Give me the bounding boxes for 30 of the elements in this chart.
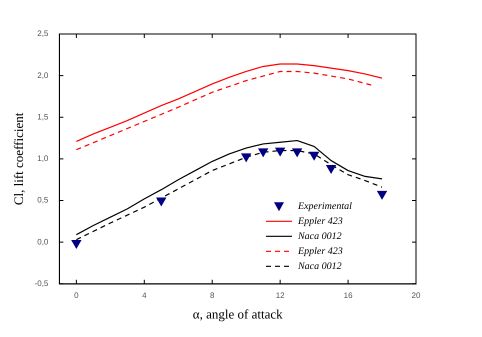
y-tick-label: 0,5 xyxy=(37,196,49,205)
y-axis-title: Cl, lift coefficient xyxy=(11,112,26,206)
x-tick-label: 20 xyxy=(412,290,421,300)
x-axis-title: α, angle of attack xyxy=(192,306,284,322)
point xyxy=(156,198,166,206)
point xyxy=(377,190,387,200)
point xyxy=(292,148,302,157)
legend-label: Naca 0012 xyxy=(297,260,342,272)
legend-label: Eppler 423 xyxy=(297,216,343,227)
point xyxy=(72,240,82,248)
legend-label: Experimental xyxy=(297,200,352,212)
x-tick-label: 4 xyxy=(142,290,148,300)
x-tick-label: 12 xyxy=(276,290,286,300)
legend-label: Eppler 423 xyxy=(297,246,343,257)
x-tick-label: 0 xyxy=(74,290,80,300)
point xyxy=(309,152,319,160)
y-tick-label: 0,0 xyxy=(37,237,49,246)
point xyxy=(241,153,252,162)
line-series xyxy=(76,70,374,150)
point xyxy=(275,148,285,156)
y-tick-label: -0,5 xyxy=(34,279,49,288)
x-tick-label: 16 xyxy=(344,290,354,300)
legend-label: Naca 0012 xyxy=(297,230,342,242)
point xyxy=(326,165,336,174)
y-tick-label: 2,5 xyxy=(37,29,49,38)
y-tick-label: 1,0 xyxy=(37,154,49,164)
point xyxy=(258,148,268,157)
y-tick-label: 2,0 xyxy=(37,70,49,80)
y-tick-label: 1,5 xyxy=(37,112,49,122)
x-tick-label: 8 xyxy=(210,290,215,300)
